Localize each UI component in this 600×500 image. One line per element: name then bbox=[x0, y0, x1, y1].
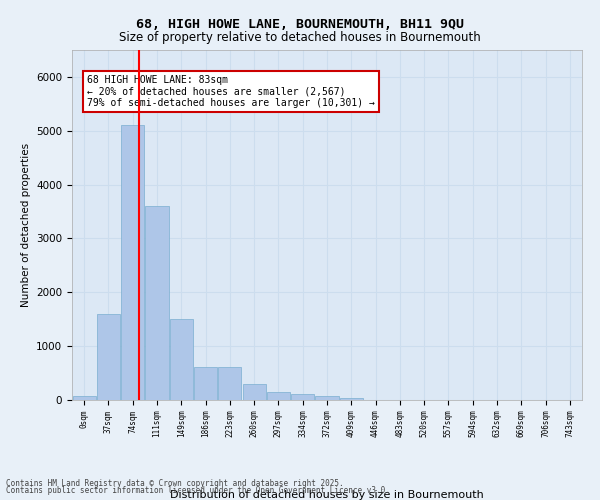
Bar bbox=[145, 206, 169, 400]
Bar bbox=[316, 396, 338, 400]
Text: Size of property relative to detached houses in Bournemouth: Size of property relative to detached ho… bbox=[119, 31, 481, 44]
Bar bbox=[194, 366, 217, 400]
Bar bbox=[242, 384, 266, 400]
Y-axis label: Number of detached properties: Number of detached properties bbox=[20, 143, 31, 307]
X-axis label: Distribution of detached houses by size in Bournemouth: Distribution of detached houses by size … bbox=[170, 490, 484, 500]
Bar bbox=[340, 398, 363, 400]
Text: 68 HIGH HOWE LANE: 83sqm
← 20% of detached houses are smaller (2,567)
79% of sem: 68 HIGH HOWE LANE: 83sqm ← 20% of detach… bbox=[88, 74, 375, 108]
Text: Contains HM Land Registry data © Crown copyright and database right 2025.: Contains HM Land Registry data © Crown c… bbox=[6, 478, 344, 488]
Bar bbox=[267, 392, 290, 400]
Bar bbox=[121, 126, 144, 400]
Bar bbox=[291, 394, 314, 400]
Bar bbox=[73, 396, 95, 400]
Bar bbox=[97, 314, 120, 400]
Text: Contains public sector information licensed under the Open Government Licence v3: Contains public sector information licen… bbox=[6, 486, 390, 495]
Bar bbox=[218, 366, 241, 400]
Text: 68, HIGH HOWE LANE, BOURNEMOUTH, BH11 9QU: 68, HIGH HOWE LANE, BOURNEMOUTH, BH11 9Q… bbox=[136, 18, 464, 30]
Bar bbox=[170, 319, 193, 400]
